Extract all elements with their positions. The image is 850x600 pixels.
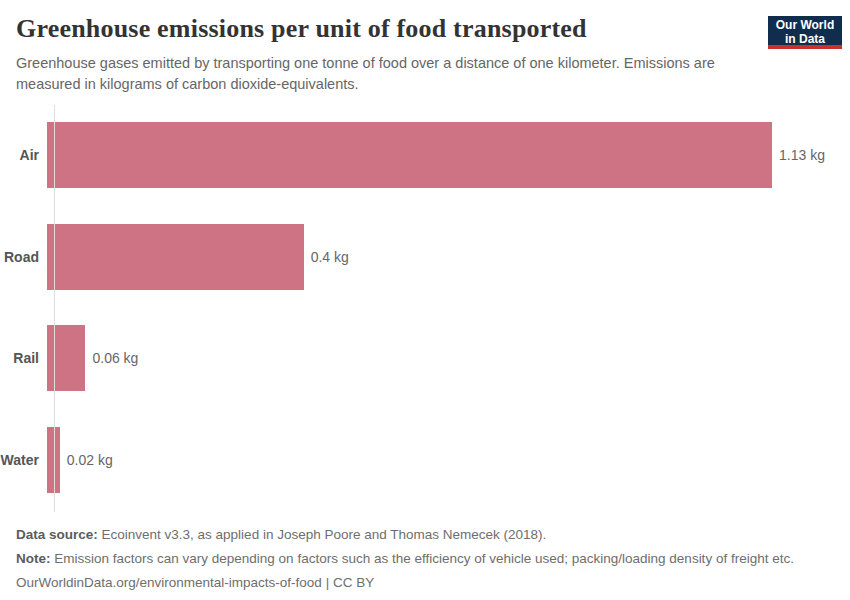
owid-logo-line1: Our World — [768, 19, 842, 33]
chart-rows: Air 1.13 kg Road 0.4 kg Rail 0.06 kg Water 0.02… — [0, 104, 850, 511]
data-source-text: Ecoinvent v3.3, as applied in Joseph Poo… — [98, 527, 547, 542]
category-label-road: Road — [0, 249, 47, 265]
y-axis-line — [54, 105, 55, 512]
bar-row: Rail 0.06 kg — [0, 308, 850, 410]
owid-logo[interactable]: Our World in Data — [768, 16, 842, 49]
chart-footer: Data source: Ecoinvent v3.3, as applied … — [16, 523, 834, 595]
bar-row: Water 0.02 kg — [0, 409, 850, 511]
note-line: Note: Emission factors can vary dependin… — [16, 547, 834, 571]
value-label-water: 0.02 kg — [67, 452, 113, 468]
note-label: Note: — [16, 551, 51, 566]
chart-subtitle: Greenhouse gases emitted by transporting… — [16, 53, 754, 95]
category-label-water: Water — [0, 452, 47, 468]
bar-row: Road 0.4 kg — [0, 206, 850, 308]
value-label-rail: 0.06 kg — [92, 350, 138, 366]
page-title: Greenhouse emissions per unit of food tr… — [16, 14, 834, 44]
owid-logo-line2: in Data — [768, 33, 842, 47]
category-label-rail: Rail — [0, 350, 47, 366]
bar-rail[interactable] — [47, 325, 85, 391]
owid-url-link[interactable]: OurWorldinData.org/environmental-impacts… — [16, 575, 374, 590]
value-label-air: 1.13 kg — [779, 147, 825, 163]
bar-air[interactable] — [47, 122, 772, 188]
data-source-label: Data source: — [16, 527, 98, 542]
bar-road[interactable] — [47, 224, 304, 290]
bar-row: Air 1.13 kg — [0, 104, 850, 206]
chart-header: Greenhouse emissions per unit of food tr… — [0, 0, 850, 95]
category-label-air: Air — [0, 147, 47, 163]
owid-chart-page: Greenhouse emissions per unit of food tr… — [0, 0, 850, 600]
note-text: Emission factors can vary depending on f… — [51, 551, 794, 566]
data-source-line: Data source: Ecoinvent v3.3, as applied … — [16, 523, 834, 547]
bar-chart: Air 1.13 kg Road 0.4 kg Rail 0.06 kg Water 0.02… — [0, 104, 850, 512]
value-label-road: 0.4 kg — [311, 249, 349, 265]
license-line: OurWorldinData.org/environmental-impacts… — [16, 571, 834, 595]
